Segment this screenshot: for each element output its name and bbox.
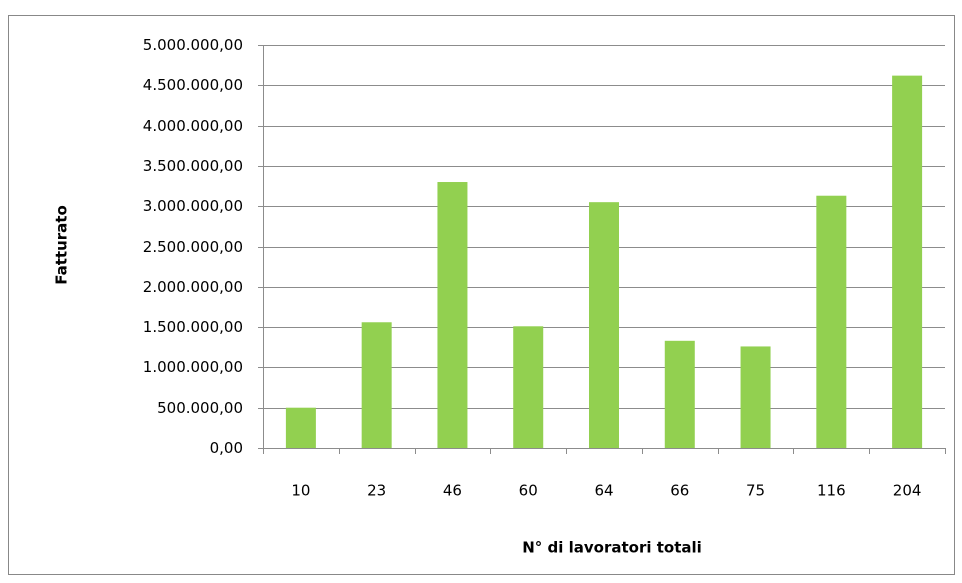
y-tick-label: 0,00 [210, 439, 243, 457]
bar [285, 407, 316, 448]
bar [589, 202, 619, 448]
x-tick-label: 204 [893, 482, 922, 500]
x-tick-label: 64 [594, 482, 613, 500]
y-tick-label: 2.500.000,00 [143, 238, 243, 256]
y-tick-label: 1.500.000,00 [143, 318, 243, 336]
y-tick-label: 2.000.000,00 [143, 278, 243, 296]
bar [361, 322, 392, 448]
x-tick-label: 116 [817, 482, 846, 500]
x-tick-label: 46 [443, 482, 462, 500]
x-tick-label: 75 [746, 482, 765, 500]
bar [740, 346, 771, 448]
bar [664, 340, 695, 448]
x-tick-label: 66 [670, 482, 689, 500]
x-tick-label: 23 [367, 482, 386, 500]
x-tick-label: 10 [291, 482, 310, 500]
y-tick-label: 3.000.000,00 [143, 197, 243, 215]
y-tick-label: 4.500.000,00 [143, 76, 243, 94]
bar [816, 195, 847, 448]
y-tick-label: 3.500.000,00 [143, 157, 243, 175]
bar [513, 326, 544, 448]
y-tick-label: 500.000,00 [157, 399, 243, 417]
y-tick-label: 5.000.000,00 [143, 36, 243, 54]
y-tick-label: 4.000.000,00 [143, 117, 243, 135]
x-axis-title: N° di lavoratori totali [522, 539, 702, 557]
chart-border [8, 15, 955, 575]
x-tick-label: 60 [519, 482, 538, 500]
y-axis-title: Fatturato [53, 205, 71, 285]
bar [437, 182, 468, 448]
bar [892, 75, 923, 449]
y-tick-label: 1.000.000,00 [143, 358, 243, 376]
